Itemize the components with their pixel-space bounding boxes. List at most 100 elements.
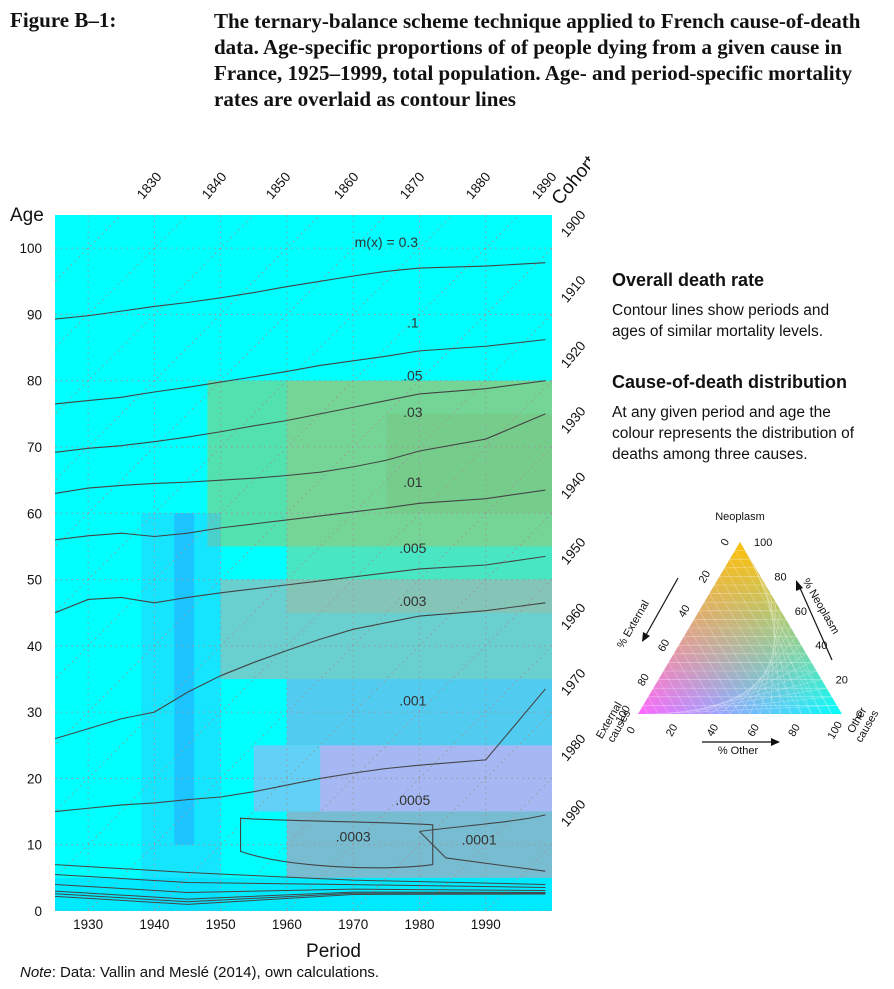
y-tick-label: 20 — [27, 771, 42, 786]
figure-label: Figure B–1: — [10, 8, 117, 32]
cohort-tick-label: 1880 — [463, 169, 494, 202]
cohort-tick-label: 1920 — [558, 338, 589, 371]
legend-text-cause-distribution: At any given period and age the colour r… — [612, 404, 855, 463]
y-tick-label: 90 — [27, 307, 42, 322]
contour-label: m(x) = 0.3 — [355, 234, 419, 250]
cohort-tick-label: 1830 — [134, 169, 165, 202]
y-tick-label: 70 — [27, 440, 42, 455]
y-tick-label: 60 — [27, 506, 42, 521]
contour-line — [239, 817, 434, 869]
note: Note: Data: Vallin and Meslé (2014), own… — [20, 964, 379, 981]
legend-heading-death-rate: Overall death rate — [612, 270, 765, 290]
ternary-tick-other: 20 — [664, 722, 681, 739]
ternary-tick-other: 40 — [705, 722, 722, 739]
cohort-gridline — [55, 215, 321, 481]
contour-line — [55, 489, 546, 541]
cohort-tick-label: 1900 — [558, 207, 589, 240]
ternary-tick-external: 40 — [676, 603, 693, 620]
x-tick-label: 1930 — [73, 917, 103, 932]
ternary-tick-neoplasm: 60 — [795, 606, 807, 618]
contour-line — [55, 892, 546, 903]
x-tick-label: 1970 — [338, 917, 368, 932]
note-label: Note — [20, 964, 52, 981]
ternary-tick-other: 60 — [746, 722, 763, 739]
ternary-grid — [642, 550, 837, 715]
contour-line — [55, 339, 546, 405]
contour-line — [55, 413, 546, 494]
ternary-tick-external: 60 — [656, 637, 673, 654]
y-tick-label: 80 — [27, 374, 42, 389]
cohort-tick-label: 1840 — [199, 169, 230, 202]
ternary-neoplasm-overlay — [638, 542, 842, 714]
cohort-gridline — [55, 215, 188, 349]
cohort-gridline — [55, 215, 453, 614]
contour-line — [55, 890, 546, 900]
cohort-tick-label: 1960 — [558, 600, 589, 633]
cohort-tick-label: 1980 — [558, 731, 589, 764]
cohort-tick-label: 1850 — [263, 169, 294, 202]
cohort-tick-label: 1950 — [558, 535, 589, 568]
contour-label: .0003 — [336, 828, 371, 844]
ternary-tick-other: 100 — [826, 720, 846, 742]
cohort-tick-label: 1940 — [558, 469, 589, 502]
contour-line — [55, 893, 546, 905]
contour-line — [55, 874, 546, 888]
x-tick-label: 1990 — [471, 917, 501, 932]
contour-label: .0001 — [462, 832, 497, 848]
cohort-gridline — [55, 313, 552, 813]
ternary-tick-neoplasm: 20 — [836, 675, 848, 687]
cohort-tick-label: 1930 — [558, 404, 589, 437]
contour-line — [419, 814, 546, 872]
cohort-gridline — [55, 215, 387, 548]
y-tick-label: 0 — [34, 904, 42, 919]
contour-line — [55, 262, 546, 320]
cohort-tick-label: 1860 — [331, 169, 362, 202]
contour-line — [55, 380, 546, 453]
y-tick-label: 50 — [27, 573, 42, 588]
contour-label: .1 — [407, 315, 419, 331]
cohort-tick-label: 1910 — [558, 273, 589, 306]
contour-label: .05 — [403, 368, 423, 384]
heatmap-cells — [55, 215, 552, 911]
x-tick-label: 1950 — [206, 917, 236, 932]
y-tick-label: 30 — [27, 705, 42, 720]
contour-line — [55, 883, 546, 893]
contour-line — [55, 602, 546, 740]
cohort-gridline — [55, 215, 520, 680]
cohort-tick-label: 1990 — [558, 797, 589, 830]
heatmap-zone — [220, 579, 552, 679]
contour-label: .005 — [399, 540, 426, 556]
x-tick-label: 1980 — [404, 917, 434, 932]
cohort-tick-label: 1870 — [397, 169, 428, 202]
ternary-arrow-neoplasm — [799, 587, 833, 661]
ternary-tick-external: 80 — [636, 672, 653, 689]
ternary-axis-other-label: % Other — [718, 745, 759, 757]
contour-label: .003 — [399, 593, 426, 609]
contour-line — [55, 555, 546, 614]
ternary-arrowhead-external — [642, 632, 650, 642]
y-tick-label: 100 — [19, 241, 42, 256]
note-text: : Data: Vallin and Meslé (2014), own cal… — [51, 964, 380, 981]
contour-line — [55, 864, 546, 885]
legend-text-death-rate: Contour lines show periods and ages of s… — [612, 302, 830, 340]
legend-heading-cause-distribution: Cause-of-death distribution — [612, 372, 847, 392]
contour-label: .0005 — [395, 792, 430, 808]
ternary-tick-other: 80 — [786, 722, 803, 739]
x-axis-label: Period — [306, 941, 361, 962]
ternary-tick-external: 20 — [697, 569, 714, 586]
ternary-title: Neoplasm — [715, 511, 765, 523]
contour-label: .01 — [403, 474, 423, 490]
ternary-arrowhead-neoplasm — [796, 580, 803, 591]
contour-line — [55, 688, 546, 813]
heatmap-zone — [207, 380, 552, 547]
ternary-axis-external-label: % External — [615, 598, 652, 650]
y-axis-label: Age — [10, 205, 44, 226]
ternary-tick-neoplasm: 80 — [774, 571, 786, 583]
cohort-tick-label: 1970 — [558, 666, 589, 699]
cohort-gridline — [55, 215, 255, 415]
lexis-heatmap-chart: m(x) = 0.3 .1 .05 .03 .01 .005 .003 .001 .0005 .0… — [10, 151, 590, 962]
x-tick-label: 1940 — [139, 917, 169, 932]
cohort-gridline — [55, 247, 552, 746]
ternary-tick-other: 0 — [625, 725, 638, 736]
